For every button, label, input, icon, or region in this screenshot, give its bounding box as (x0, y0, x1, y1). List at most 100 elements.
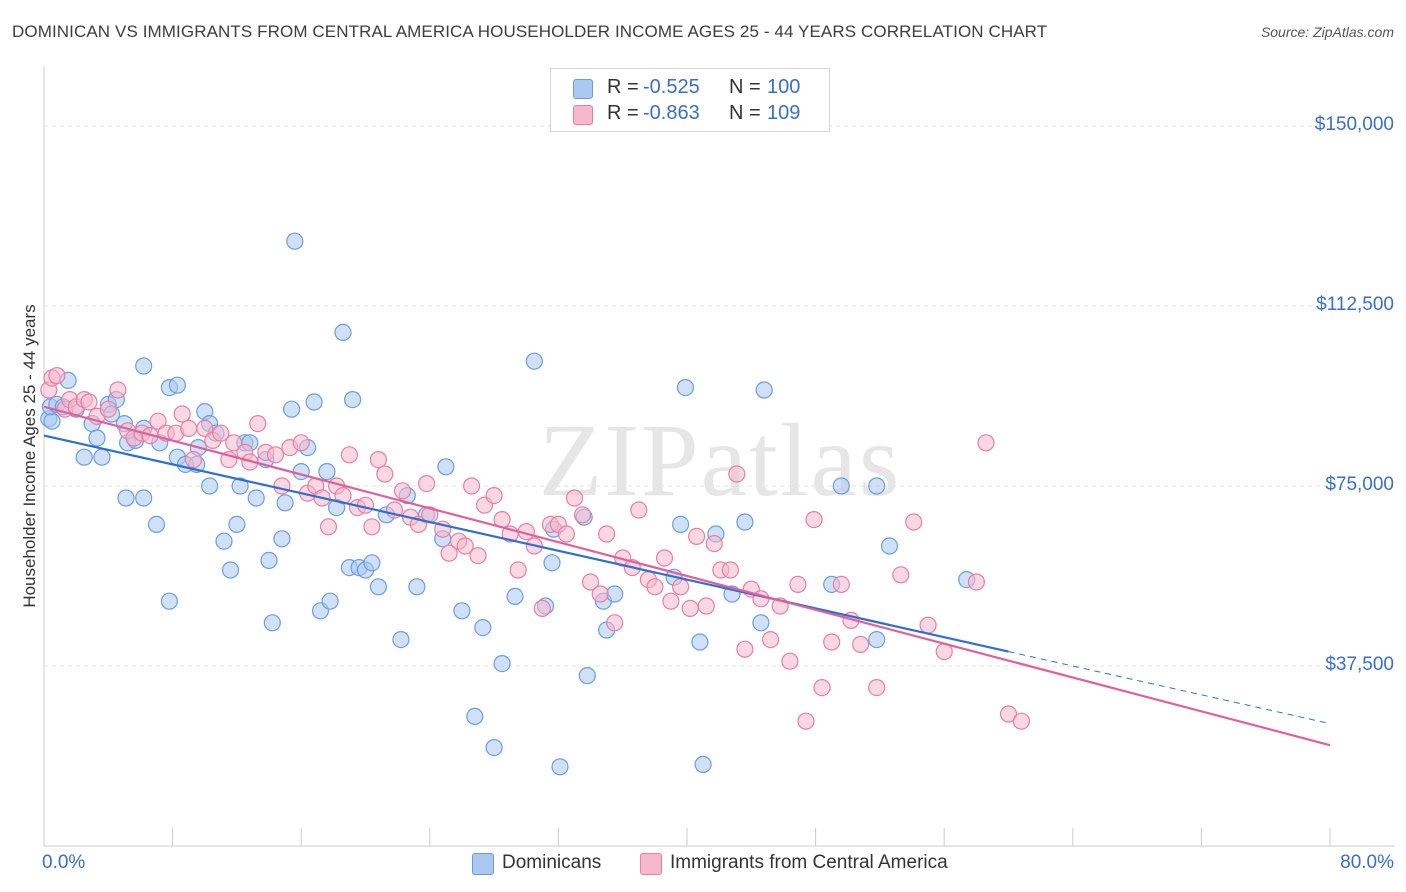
legend-swatch-central-america (640, 853, 662, 875)
dominican-point-96 (832, 477, 850, 495)
central-america-point-21 (196, 419, 214, 437)
legend-r-value: -0.863 (643, 102, 700, 124)
dominican-point-94 (755, 381, 773, 399)
dominican-point-48 (292, 463, 310, 481)
dominican-point-46 (283, 400, 301, 418)
dominican-point-1 (43, 412, 61, 430)
dominican-point-69 (453, 602, 471, 620)
central-america-point-112 (1012, 712, 1031, 730)
dominican-point-52 (318, 463, 336, 481)
dominican-point-45 (276, 494, 294, 512)
central-america-point-62 (509, 561, 527, 579)
y-tick-label-3: $150,000 (1314, 114, 1394, 135)
central-america-point-59 (485, 487, 503, 505)
central-america-point-53 (440, 544, 458, 562)
dominican-point-70 (466, 707, 484, 726)
central-america-point-96 (789, 575, 807, 594)
dominican-point-99 (880, 537, 899, 555)
dominican-point-97 (868, 630, 886, 649)
legend-swatch-dominicans (472, 853, 494, 875)
central-america-point-43 (363, 518, 381, 536)
dominican-point-93 (752, 614, 770, 632)
central-america-point-111 (999, 705, 1018, 723)
dominican-point-63 (392, 630, 410, 649)
legend-n-label: N = (729, 76, 761, 98)
central-america-point-57 (469, 546, 487, 565)
dominican-point-9 (88, 429, 106, 447)
central-america-point-82 (671, 578, 690, 596)
dominican-point-89 (694, 755, 712, 774)
central-america-point-109 (967, 573, 986, 591)
dominican-point-55 (334, 323, 352, 341)
central-america-point-95 (781, 652, 799, 670)
central-america-point-73 (597, 525, 616, 543)
dominican-point-21 (147, 515, 166, 534)
dominican-point-74 (506, 587, 524, 606)
dominican-point-98 (868, 477, 886, 495)
y-tick-label-1: $75,000 (1325, 474, 1394, 495)
legend-r-label: R = (607, 102, 639, 124)
legend-n-label: N = (729, 102, 761, 124)
dominican-point-47 (286, 232, 304, 250)
central-america-point-70 (573, 506, 592, 524)
central-america-point-23 (212, 424, 230, 442)
central-america-point-19 (180, 419, 198, 437)
legend-swatch-central-america (573, 105, 593, 125)
central-america-point-37 (319, 518, 338, 536)
dominican-trendline-extension (1008, 651, 1331, 725)
central-america-point-71 (581, 573, 600, 591)
dominican-point-43 (263, 614, 281, 632)
central-america-point-103 (851, 635, 870, 654)
dominican-point-7 (75, 448, 93, 466)
dominican-point-34 (215, 532, 233, 550)
dominican-point-15 (117, 489, 135, 507)
central-america-point-68 (557, 525, 576, 543)
correlation-legend: R = -0.525 N = 100 R = -0.863 N = 109 (550, 68, 830, 132)
dominican-point-79 (551, 758, 569, 776)
y-axis-title: Householder Income Ages 25 - 44 years (20, 304, 39, 608)
dominican-point-35 (221, 561, 240, 579)
central-america-point-90 (736, 640, 754, 658)
dominican-point-72 (485, 738, 503, 757)
central-america-point-47 (393, 482, 412, 500)
central-america-point-42 (356, 496, 375, 514)
source-text: Source: ZipAtlas.com (1260, 24, 1394, 40)
legend-n-value: 100 (767, 76, 801, 98)
central-america-point-55 (456, 537, 474, 555)
central-america-point-81 (662, 592, 680, 610)
dominican-point-32 (201, 477, 219, 495)
central-america-point-83 (681, 599, 699, 618)
dominican-point-20 (135, 357, 153, 375)
central-america-point-9 (99, 400, 117, 418)
legend-r-value: -0.525 (643, 76, 700, 98)
dominican-point-57 (344, 391, 362, 409)
central-america-point-2 (48, 367, 66, 385)
dominican-point-42 (260, 551, 278, 570)
central-america-point-56 (463, 477, 481, 495)
central-america-point-107 (919, 616, 937, 634)
dominican-point-84 (606, 585, 624, 603)
central-america-point-85 (697, 597, 715, 615)
central-america-point-10 (109, 381, 127, 399)
dominican-point-87 (676, 379, 695, 397)
x-tick-label-min: 0.0% (42, 852, 86, 873)
dominican-point-77 (543, 554, 561, 572)
central-america-point-20 (184, 451, 203, 469)
central-america-point-97 (797, 712, 815, 730)
dominican-point-86 (671, 515, 690, 534)
dominican-point-60 (363, 554, 381, 572)
central-america-point-84 (687, 527, 706, 546)
watermark: ZIPatlas (539, 403, 902, 518)
dominican-point-23 (160, 592, 178, 610)
dominican-point-71 (474, 618, 492, 637)
dominican-point-65 (408, 578, 426, 596)
central-america-point-93 (761, 630, 780, 649)
central-america-point-69 (565, 489, 584, 507)
central-america-point-86 (705, 534, 723, 553)
dominican-point-73 (493, 654, 511, 673)
y-tick-label-2: $112,500 (1316, 294, 1394, 315)
central-america-point-65 (533, 599, 551, 618)
dominican-point-88 (691, 633, 709, 651)
central-america-point-77 (630, 501, 648, 519)
